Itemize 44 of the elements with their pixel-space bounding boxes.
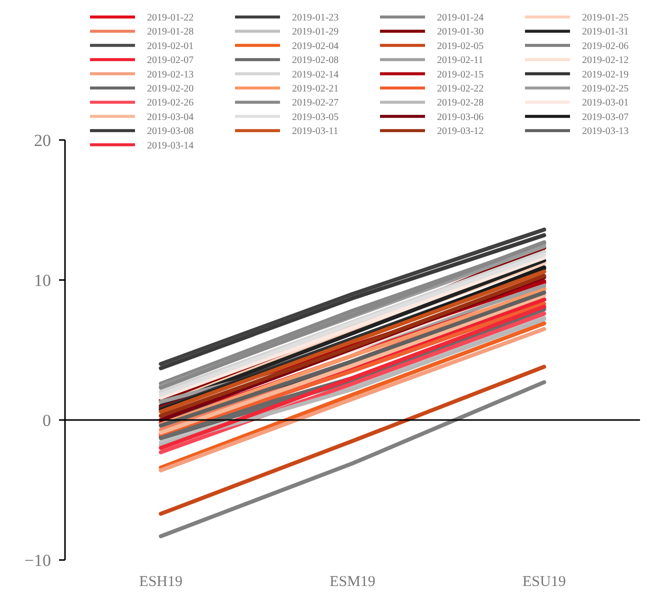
legend-label: 2019-01-31 bbox=[582, 26, 629, 38]
legend-label: 2019-02-11 bbox=[437, 55, 484, 66]
y-tick-label: 20 bbox=[34, 130, 51, 150]
legend-label: 2019-02-22 bbox=[437, 84, 484, 94]
legend-label: 2019-03-04 bbox=[147, 112, 194, 123]
legend-label: 2019-01-29 bbox=[292, 26, 339, 38]
legend-label: 2019-02-05 bbox=[437, 40, 484, 52]
legend-label: 2019-03-07 bbox=[582, 112, 629, 123]
legend-label: 2019-03-14 bbox=[147, 140, 194, 152]
legend-label: 2019-01-24 bbox=[437, 12, 484, 24]
legend-label: 2019-02-04 bbox=[292, 40, 339, 52]
legend-label: 2019-02-15 bbox=[437, 69, 484, 80]
legend-label: 2019-03-12 bbox=[437, 126, 484, 138]
legend-label: 2019-02-26 bbox=[147, 98, 194, 109]
y-tick-label: 0 bbox=[42, 410, 51, 430]
legend-label: 2019-01-30 bbox=[437, 26, 484, 38]
legend-label: 2019-03-08 bbox=[147, 126, 194, 138]
legend-label: 2019-03-01 bbox=[582, 98, 629, 109]
legend-label: 2019-02-21 bbox=[292, 84, 339, 94]
legend-label: 2019-03-06 bbox=[437, 112, 484, 123]
legend-label: 2019-02-01 bbox=[147, 40, 194, 52]
legend-label: 2019-01-28 bbox=[147, 26, 194, 38]
legend-label: 2019-02-08 bbox=[292, 55, 339, 66]
legend-label: 2019-02-20 bbox=[147, 84, 194, 94]
legend-label: 2019-02-13 bbox=[147, 69, 194, 80]
y-tick-label: 10 bbox=[34, 270, 51, 290]
legend-label: 2019-02-19 bbox=[582, 69, 629, 80]
legend-label: 2019-03-11 bbox=[292, 126, 338, 138]
legend-label: 2019-01-22 bbox=[147, 12, 194, 24]
legend-label: 2019-02-25 bbox=[582, 84, 629, 94]
legend-label: 2019-02-27 bbox=[292, 98, 339, 109]
legend-label: 2019-02-28 bbox=[437, 98, 484, 109]
y-tick-label: −10 bbox=[24, 550, 51, 570]
x-tick-label: ESH19 bbox=[139, 574, 183, 590]
legend-label: 2019-03-13 bbox=[582, 126, 629, 138]
legend-label: 2019-02-07 bbox=[147, 55, 194, 66]
legend-label: 2019-02-14 bbox=[292, 69, 339, 80]
legend-label: 2019-02-06 bbox=[582, 40, 629, 52]
x-tick-label: ESU19 bbox=[522, 574, 566, 590]
legend-label: 2019-01-25 bbox=[582, 12, 629, 24]
legend-label: 2019-02-12 bbox=[582, 55, 629, 66]
legend-label: 2019-03-05 bbox=[292, 112, 339, 123]
x-tick-label: ESM19 bbox=[330, 574, 376, 590]
legend-label: 2019-01-23 bbox=[292, 12, 339, 24]
